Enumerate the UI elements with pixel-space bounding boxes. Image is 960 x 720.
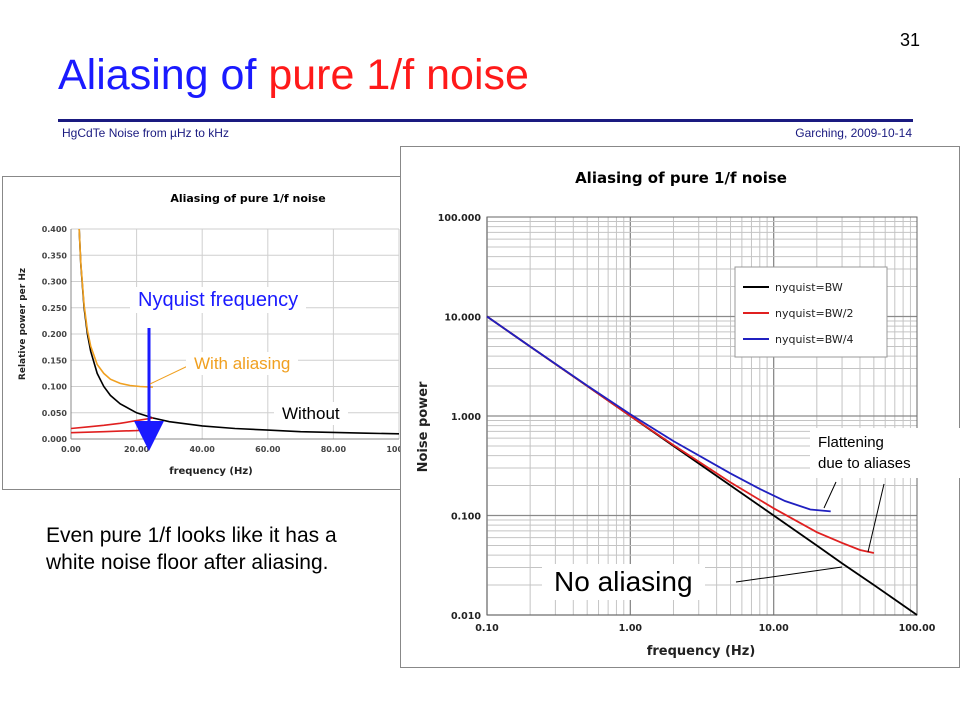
linear-y-tick-label: 0.150 (42, 356, 68, 365)
loglog-y-tick-label: 100.000 (438, 213, 482, 224)
linear-chart-title: Aliasing of pure 1/f noise (170, 192, 325, 205)
loglog-chart-xlabel: frequency (Hz) (647, 644, 756, 659)
linear-series-line-2 (70, 417, 154, 430)
loglog-series-line-2 (486, 315, 831, 513)
body-text: Even pure 1/f looks like it has a white … (46, 524, 337, 575)
loglog-legend: nyquist=BW nyquist=BW/2 nyquist=BW/4 (734, 266, 888, 358)
linear-chart-ylabel: Relative power per Hz (18, 268, 28, 380)
footer-subtitle: HgCdTe Noise from µHz to kHz (62, 126, 229, 140)
title-divider (58, 119, 913, 122)
linear-y-tick-label: 0.050 (42, 409, 68, 418)
linear-x-tick-label: 20.00 (124, 445, 150, 454)
linear-y-tick-label: 0.350 (42, 251, 68, 260)
loglog-y-tick-label: 10.000 (444, 313, 481, 324)
linear-x-tick-label: 100.0 (386, 445, 407, 454)
linear-series-line-1 (78, 228, 153, 388)
footer-date: Garching, 2009-10-14 (795, 126, 912, 140)
slide-title: Aliasing of pure 1/f noise (58, 54, 529, 97)
linear-x-tick-label: 60.00 (255, 445, 281, 454)
linear-x-tick-label: 40.00 (190, 445, 216, 454)
loglog-plot-border (486, 216, 918, 616)
legend-entry: nyquist=BW/4 (775, 333, 854, 346)
without-aliasing-label: Without (274, 402, 348, 425)
with-aliasing-label: With aliasing (186, 352, 299, 375)
legend-entry: nyquist=BW/2 (775, 307, 854, 320)
loglog-x-tick-label: 10.00 (759, 623, 789, 634)
loglog-x-tick-label: 100.00 (899, 623, 936, 634)
slide-number: 31 (899, 30, 920, 50)
linear-chart: Aliasing of pure 1/f noise frequency (Hz… (2, 176, 408, 490)
loglog-y-tick-label: 1.000 (451, 412, 481, 423)
linear-x-tick-label: 80.00 (321, 445, 347, 454)
linear-x-tick-label: 0.00 (61, 445, 81, 454)
title-part-2: pure 1/f noise (268, 51, 529, 99)
linear-y-tick-label: 0.100 (42, 383, 68, 392)
loglog-chart-title: Aliasing of pure 1/f noise (575, 169, 787, 187)
loglog-chart-svg: Aliasing of pure 1/f noise frequency (Hz… (416, 169, 936, 659)
loglog-x-tick-label: 1.00 (619, 623, 643, 634)
linear-chart-svg: Aliasing of pure 1/f noise frequency (Hz… (18, 192, 407, 477)
nyquist-frequency-label: Nyquist frequency (130, 287, 307, 313)
title-part-1: Aliasing of (58, 51, 269, 99)
linear-chart-xlabel: frequency (Hz) (169, 466, 253, 477)
loglog-chart-ylabel: Noise power (416, 381, 431, 472)
linear-y-tick-label: 0.300 (42, 278, 68, 287)
linear-y-tick-label: 0.400 (42, 225, 68, 234)
linear-y-tick-label: 0.000 (42, 435, 68, 444)
loglog-y-tick-label: 0.010 (451, 611, 481, 622)
flattening-line-2: due to aliases (818, 455, 911, 472)
legend-entry: nyquist=BW (775, 281, 843, 294)
linear-series-line-0 (78, 228, 400, 435)
no-aliasing-label: No aliasing (542, 564, 705, 600)
linear-y-tick-label: 0.250 (42, 304, 68, 313)
loglog-y-tick-label: 0.100 (451, 512, 481, 523)
linear-y-tick-label: 0.200 (42, 330, 68, 339)
flattening-label: Flattening due to aliases (810, 428, 960, 478)
loglog-x-tick-label: 0.10 (475, 623, 499, 634)
flattening-line-1: Flattening (818, 434, 884, 451)
linear-series-line-3 (70, 428, 154, 434)
